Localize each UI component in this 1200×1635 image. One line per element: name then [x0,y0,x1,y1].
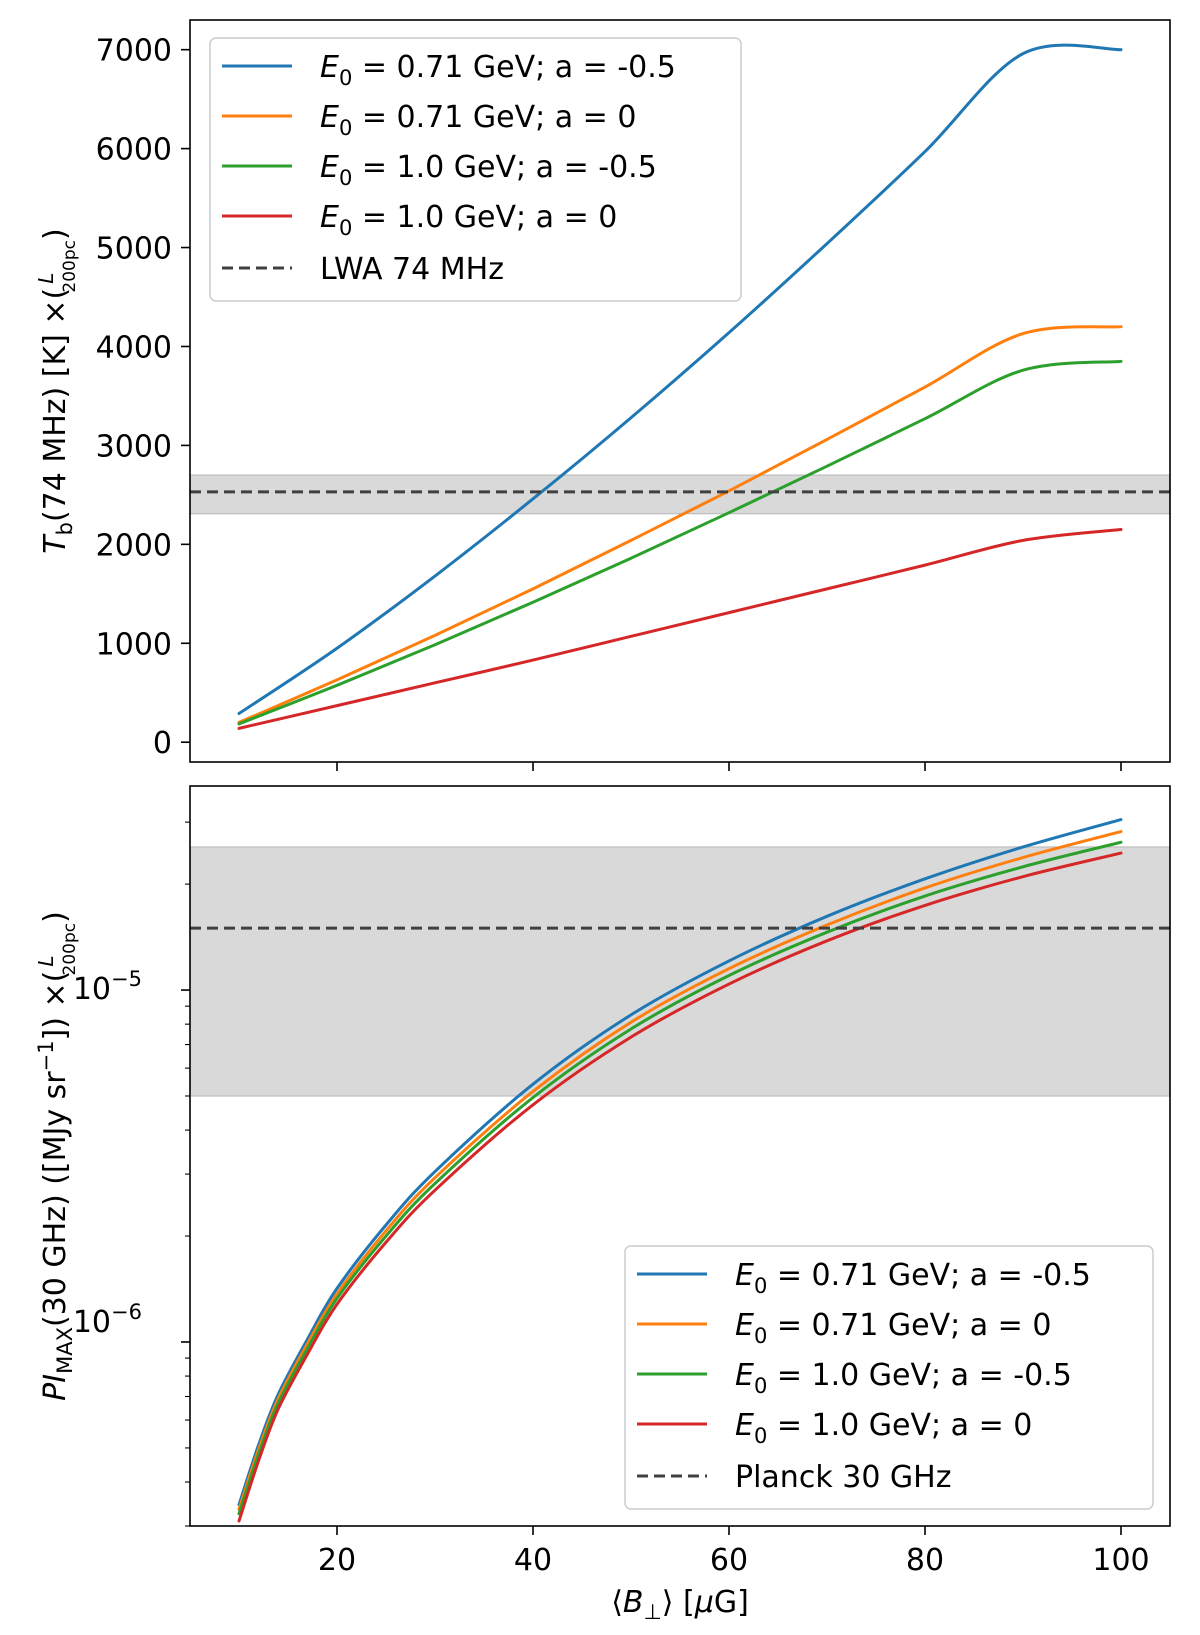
top-reference-band-layer [189,474,1171,515]
top-ytick-label: 0 [153,726,172,761]
bottom-xtick-label: 100 [1092,1543,1149,1578]
top-legend-entry-2: E0 = 1.0 GeV; a = -0.5 [320,150,657,190]
top-ytick-label: 4000 [96,330,172,365]
top-y-axis-label: Tb(74 MHz) [K] ×( L 200pc) [34,228,80,553]
top-ylabel-mid: (74 MHz) [K] ×( [38,288,73,522]
bottom-legend-entry-ref: Planck 30 GHz [735,1460,952,1495]
top-series-line-2 [237,359,1123,726]
top-legend-entry-ref: LWA 74 MHz [320,252,504,287]
bot-ylabel-sup: −1 [34,1040,58,1071]
bot-ylabel-close1: ]) ×( [38,971,73,1041]
top-ylabel-sub: b [53,522,77,535]
top-plot-frame [189,19,1171,763]
bottom-xtick-label: 40 [514,1543,552,1578]
bot-ylabel-frac-num: L [34,955,58,966]
top-ylabel-frac-num: L [34,273,58,284]
bottom-legend-entry-0: E0 = 0.71 GeV; a = -0.5 [735,1258,1091,1298]
bottom-reference-band [189,846,1171,1097]
bot-ylabel-PI: PI [38,1374,73,1401]
bottom-series-line-1 [237,830,1123,1511]
bottom-ytick-label-1e-5: 10−5 [73,967,142,1007]
top-y-axis: 0 1000 2000 3000 4000 5000 6000 7000 [96,34,190,761]
bottom-y-axis [181,821,190,1527]
top-ylabel-close: ) [38,228,73,240]
top-legend-entry-0: E0 = 0.71 GeV; a = -0.5 [320,50,676,90]
top-series-line-1 [237,325,1123,724]
bottom-series-line-0 [237,818,1123,1507]
bottom-xtick-label: 80 [906,1543,944,1578]
bottom-legend-frame [624,1245,1154,1510]
bottom-legend: E0 = 0.71 GeV; a = -0.5 E0 = 0.71 GeV; a… [624,1245,1154,1510]
top-series-line-3 [237,528,1123,730]
top-ytick-label: 1000 [96,627,172,662]
x-axis-label: ⟨B⊥⟩ [μG] [611,1585,749,1624]
top-series-line-0 [237,43,1123,716]
bottom-xtick-label: 20 [318,1543,356,1578]
bottom-series-layer [237,818,1123,1523]
top-series-layer [237,43,1123,730]
top-legend: E0 = 0.71 GeV; a = -0.5 E0 = 0.71 GeV; a… [209,37,742,302]
top-ylabel-frac-den: 200pc [60,240,80,293]
bottom-plot-frame [189,785,1171,1527]
top-ylabel-T: T [38,533,73,554]
top-legend-entry-3: E0 = 1.0 GeV; a = 0 [320,200,617,240]
top-legend-entry-1: E0 = 0.71 GeV; a = 0 [320,100,636,140]
bottom-series-line-3 [237,851,1123,1523]
bottom-x-axis: 20 40 60 80 100 [318,1526,1150,1578]
top-ytick-label: 5000 [96,232,172,267]
bot-ylabel-close: ) [38,911,73,923]
bot-ylabel-frac-den: 200pc [60,923,80,976]
top-x-axis-ticks [336,762,1122,771]
top-ytick-label: 2000 [96,528,172,563]
top-ytick-label: 3000 [96,429,172,464]
bottom-xtick-label: 60 [710,1543,748,1578]
top-panel: 0 1000 2000 3000 4000 5000 6000 7000 Tb(74 MHz)… [34,19,1171,771]
top-ytick-label: 6000 [96,133,172,168]
top-reference-band [189,474,1171,515]
svg-text:PIMAX(30 GHz) ([MJy sr−1]) ×(L: PIMAX(30 GHz) ([MJy sr−1]) ×( L 200pc) [34,911,80,1401]
bottom-y-axis-label: PIMAX(30 GHz) ([MJy sr−1]) ×( L 200pc) [34,911,80,1401]
bot-ylabel-sub: MAX [53,1327,77,1374]
bot-ylabel-mid: (30 GHz) ([MJy sr [38,1071,73,1327]
bottom-series-line-2 [237,840,1123,1516]
bottom-legend-entry-1: E0 = 0.71 GeV; a = 0 [735,1308,1051,1348]
bottom-ytick-label-1e-6: 10−6 [73,1300,142,1340]
top-ytick-label: 7000 [96,34,172,69]
top-legend-frame [209,37,742,302]
bottom-legend-entry-3: E0 = 1.0 GeV; a = 0 [735,1408,1032,1448]
bottom-panel: 20 40 60 80 100 10−5 10−6 PIMAX(30 GHz) ([MJ… [34,785,1171,1624]
bottom-legend-entry-2: E0 = 1.0 GeV; a = -0.5 [735,1358,1072,1398]
bottom-reference-band-layer [189,846,1171,1097]
